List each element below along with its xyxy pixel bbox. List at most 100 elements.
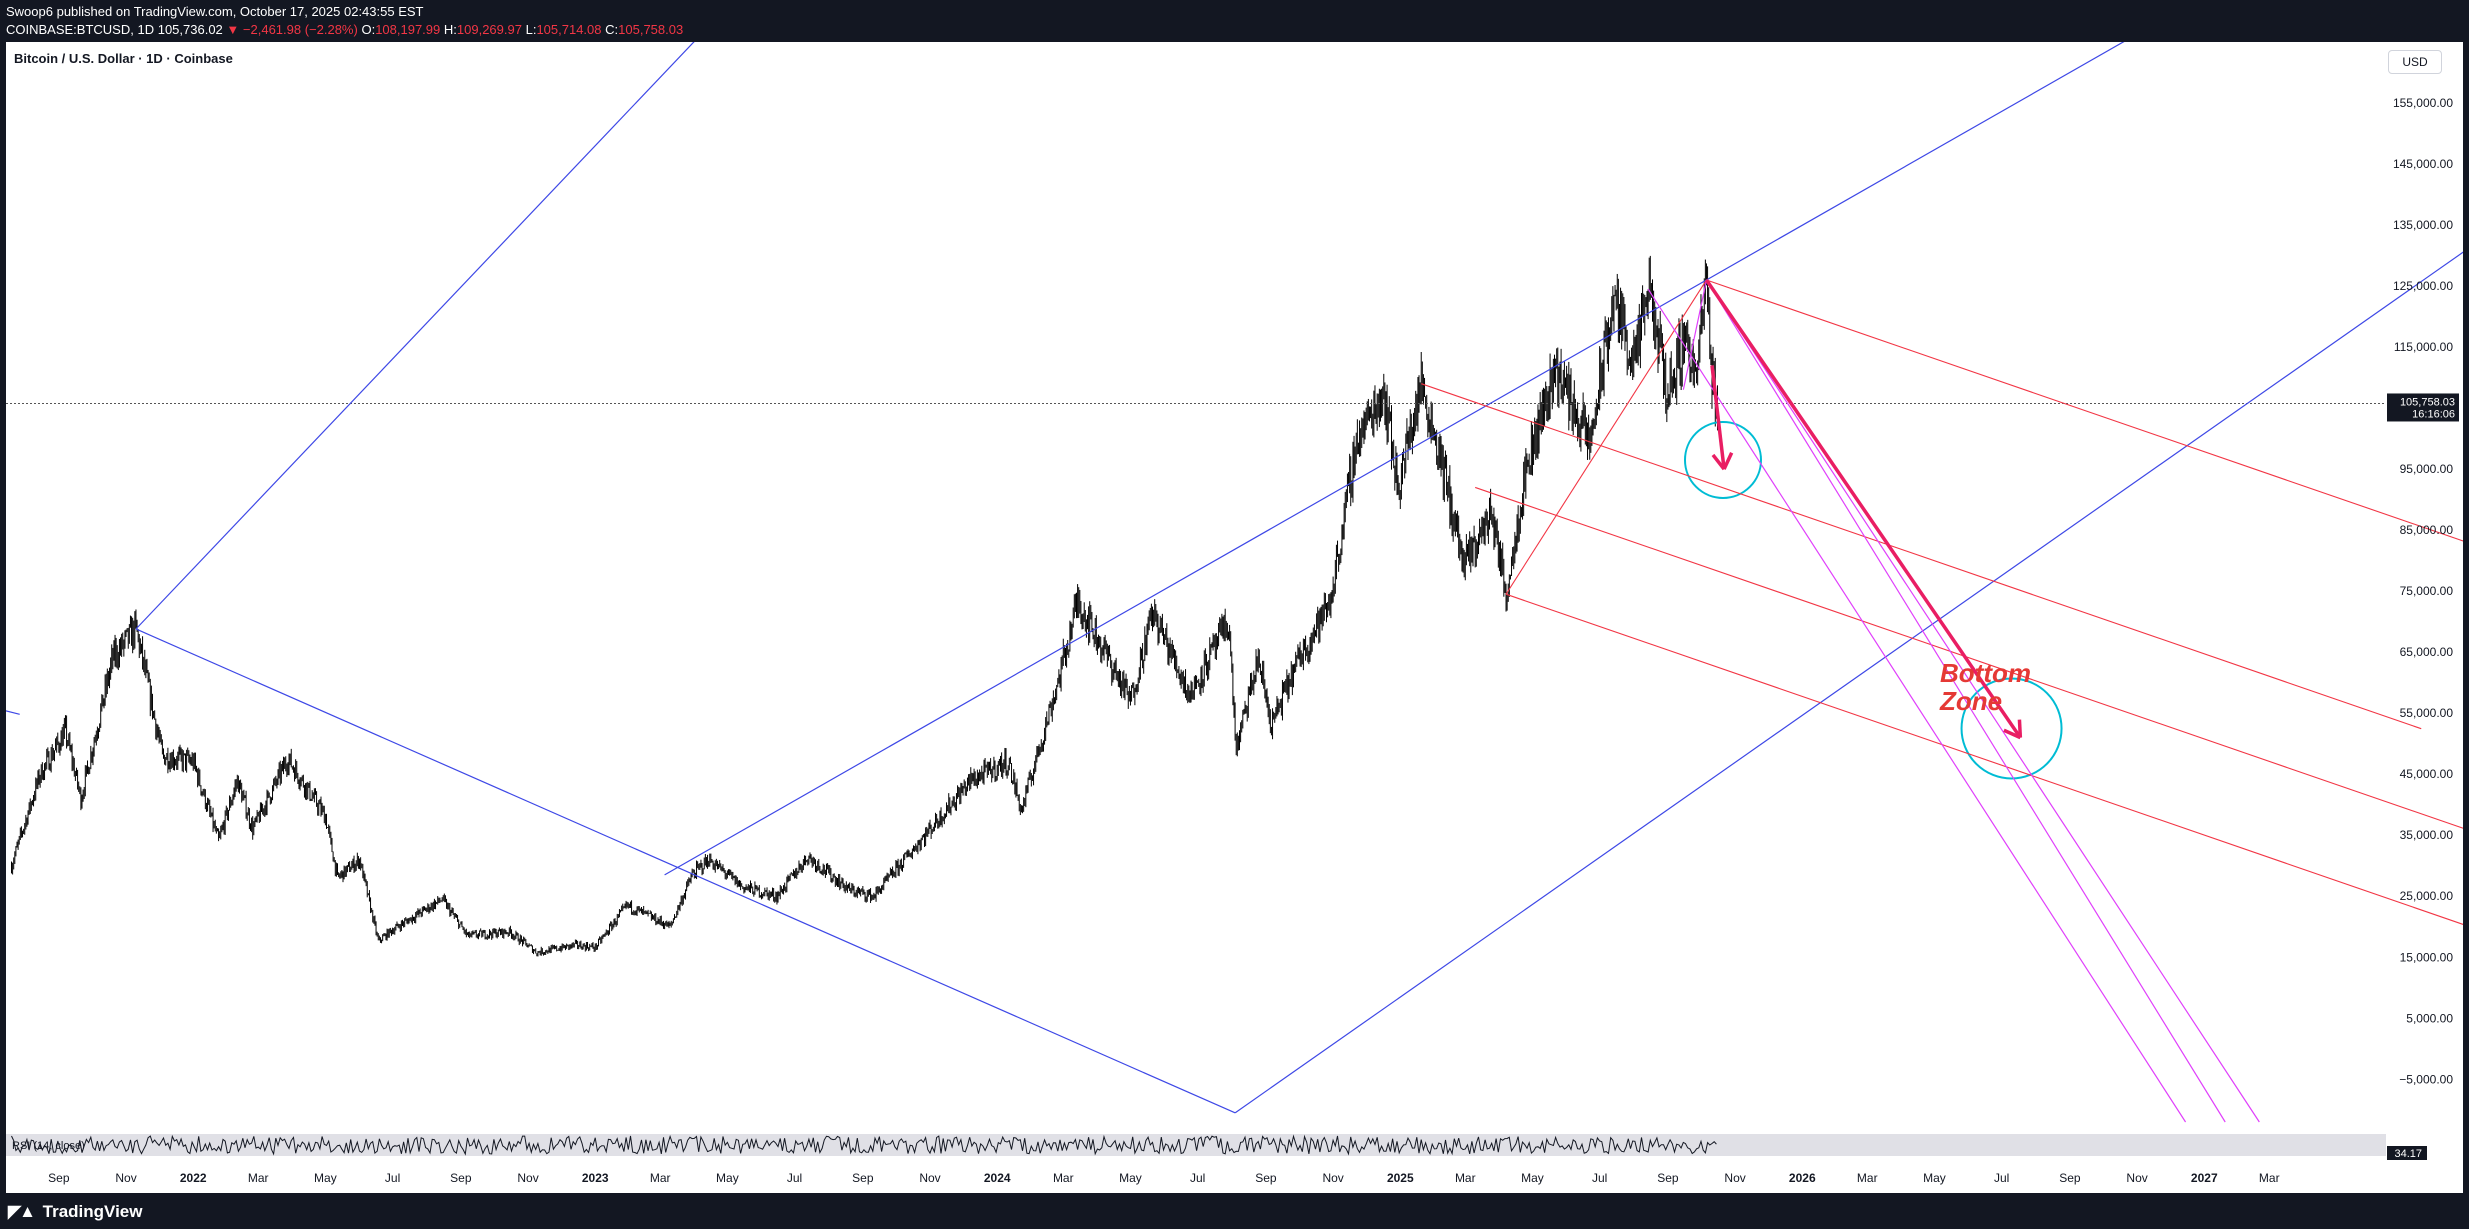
time-axis-label: May: [716, 1171, 739, 1185]
price-axis-label: 115,000.00: [2394, 340, 2453, 354]
time-axis-label: Mar: [2259, 1171, 2280, 1185]
price-axis-label: 5,000.00: [2406, 1011, 2453, 1025]
bottom-zone-circle-marker: [1960, 677, 2063, 780]
blue-channel-line: [6, 710, 20, 715]
time-axis-label: 2025: [1387, 1171, 1414, 1185]
change-value: ▼ −2,461.98 (−2.28%): [226, 22, 358, 37]
red-pitchfork-line: [1475, 486, 2463, 829]
price-axis-label: −5,000.00: [2399, 1072, 2453, 1086]
time-axis-label: Mar: [248, 1171, 269, 1185]
price-axis-label: 15,000.00: [2400, 950, 2454, 964]
low-value: 105,714.08: [536, 22, 602, 37]
time-axis-label: Sep: [852, 1171, 874, 1185]
time-axis-label: Nov: [2126, 1171, 2147, 1185]
time-axis-label: Nov: [517, 1171, 538, 1185]
tradingview-logo[interactable]: ◤▲ TradingView: [8, 1202, 142, 1222]
price-axis-label: 125,000.00: [2393, 279, 2453, 293]
time-axis-label: 2022: [180, 1171, 207, 1185]
time-axis-label: Nov: [115, 1171, 136, 1185]
target-circle-marker: [1683, 420, 1762, 499]
time-axis-label: May: [314, 1171, 337, 1185]
candles-group: [11, 255, 1718, 957]
price-axis-label: 135,000.00: [2393, 218, 2453, 232]
magenta-channel-line: [1705, 279, 2226, 1123]
time-axis-label: May: [1923, 1171, 1946, 1185]
currency-button[interactable]: USD: [2388, 50, 2442, 74]
red-pitchfork-line: [1505, 279, 1707, 595]
symbol-label: COINBASE:BTCUSD, 1D: [6, 22, 155, 37]
time-axis-label: Nov: [1724, 1171, 1745, 1185]
publish-info: Swoop6 published on TradingView.com, Oct…: [6, 4, 424, 19]
price-axis-label: 75,000.00: [2400, 584, 2454, 598]
time-axis-label: Sep: [450, 1171, 472, 1185]
magenta-channel-line: [1647, 288, 2187, 1123]
forecast-arrow-long-head: [2003, 728, 2022, 740]
red-pitchfork-line: [1706, 279, 2463, 542]
open-label: O:: [361, 22, 376, 37]
price-axis-label: 25,000.00: [2400, 889, 2454, 903]
time-axis-label: May: [1521, 1171, 1544, 1185]
time-axis-label: 2027: [2191, 1171, 2218, 1185]
price-axis-label: 45,000.00: [2400, 767, 2454, 781]
rsi-value-label: 34.17: [2394, 1148, 2422, 1160]
time-axis-label: 2023: [582, 1171, 609, 1185]
chart-area[interactable]: Bottom Zone 155,000.00 145,000.00 135,000.00…: [6, 42, 2463, 1193]
time-axis-label: Jul: [787, 1171, 802, 1185]
time-axis-label: Jul: [1190, 1171, 1205, 1185]
time-axis-label: Mar: [1455, 1171, 1476, 1185]
close-label: C:: [605, 22, 619, 37]
chart-title: Bitcoin / U.S. Dollar · 1D · Coinbase: [14, 51, 233, 66]
forecast-arrow-long: [1705, 278, 2022, 739]
last-price-tag-value: 105,758.03: [2400, 396, 2455, 408]
last-price-tag: [2387, 393, 2459, 422]
low-label: L:: [525, 22, 537, 37]
time-axis-label: 2026: [1789, 1171, 1816, 1185]
time-axis-label: Sep: [2059, 1171, 2081, 1185]
top-bar: Swoop6 published on TradingView.com, Oct…: [0, 0, 2469, 42]
open-value: 108,197.99: [375, 22, 441, 37]
tradingview-logo-icon: ◤▲: [8, 1202, 36, 1221]
price-axis-label: 155,000.00: [2393, 96, 2453, 110]
annotation-bottom: Bottom: [1940, 658, 2031, 688]
magenta-channel-line: [1705, 279, 2260, 1123]
red-pitchfork-line: [1505, 593, 2463, 925]
rsi-value-tag: [2387, 1146, 2427, 1160]
rsi-line: [11, 1134, 1717, 1156]
last-price: 105,736.02: [157, 22, 223, 37]
forecast-arrow-long-head: [2017, 719, 2023, 738]
time-axis-label: 2024: [984, 1171, 1011, 1185]
forecast-arrow-short-head: [1711, 453, 1726, 471]
time-axis-label: Nov: [1322, 1171, 1343, 1185]
price-axis-label: 85,000.00: [2400, 523, 2454, 537]
time-axis-label: Mar: [1053, 1171, 1074, 1185]
red-pitchfork-line: [1421, 383, 2422, 730]
time-axis-label: Sep: [48, 1171, 70, 1185]
time-axis-label: Jul: [1592, 1171, 1607, 1185]
footer-bar: ◤▲ TradingView: [0, 1193, 2469, 1229]
plot-layer: [11, 255, 2063, 957]
time-axis-label: Mar: [1857, 1171, 1878, 1185]
price-axis-label: 35,000.00: [2400, 828, 2454, 842]
countdown-tag-value: 16:16:06: [2412, 408, 2455, 420]
forecast-arrow-short: [1710, 365, 1726, 470]
brand-label: TradingView: [42, 1202, 143, 1221]
close-value: 105,758.03: [618, 22, 684, 37]
annotation-zone: Zone: [1939, 686, 2002, 716]
time-axis-label: May: [1119, 1171, 1142, 1185]
time-axis-label: Sep: [1255, 1171, 1277, 1185]
time-axis-label: Jul: [1994, 1171, 2009, 1185]
time-axis-label: Jul: [385, 1171, 400, 1185]
magenta-channel-line: [1682, 279, 1708, 390]
price-axis-label: 145,000.00: [2393, 157, 2453, 171]
forecast-arrow-short-head: [1722, 452, 1734, 470]
high-value: 109,269.97: [456, 22, 522, 37]
time-axis-label: Sep: [1657, 1171, 1679, 1185]
time-axis-label: Mar: [650, 1171, 671, 1185]
blue-channel-line: [135, 628, 1236, 1114]
price-axis-label: 55,000.00: [2400, 706, 2454, 720]
blue-channel-line: [1234, 251, 2463, 1114]
time-axis-label: Nov: [919, 1171, 940, 1185]
rsi-label: RSI (14, close): [12, 1140, 85, 1152]
blue-channel-line: [135, 42, 695, 630]
